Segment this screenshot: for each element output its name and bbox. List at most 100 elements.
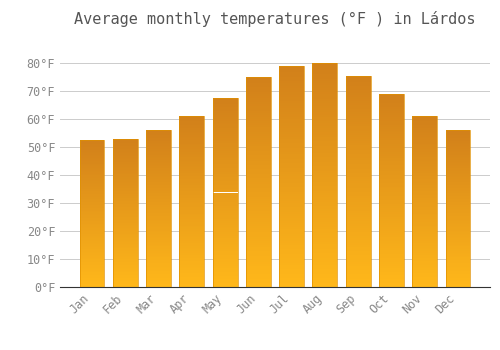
Bar (412, 212, 437, 214)
Bar (180, 273, 204, 275)
Bar (180, 282, 204, 284)
Bar (412, 215, 437, 217)
Bar (412, 118, 437, 120)
Bar (212, 279, 238, 281)
Bar (346, 213, 370, 215)
Bar (212, 226, 238, 229)
Bar (113, 199, 138, 201)
Bar (246, 83, 271, 85)
Bar (312, 186, 338, 188)
Bar (312, 101, 338, 103)
Bar (180, 171, 204, 173)
Bar (346, 228, 370, 230)
Bar (246, 153, 271, 155)
Bar (212, 132, 238, 134)
Bar (312, 81, 338, 83)
Bar (346, 107, 370, 110)
Bar (246, 172, 271, 174)
Bar (279, 210, 304, 212)
Bar (146, 198, 171, 199)
Bar (80, 203, 104, 205)
Bar (312, 244, 338, 247)
Bar (113, 170, 138, 171)
Bar (446, 260, 470, 262)
Bar (113, 274, 138, 275)
Bar (212, 215, 238, 217)
Bar (412, 145, 437, 147)
Bar (446, 267, 470, 268)
Bar (146, 130, 171, 287)
Bar (312, 211, 338, 213)
Bar (279, 269, 304, 272)
Bar (346, 105, 370, 107)
Bar (446, 196, 470, 198)
Bar (379, 229, 404, 231)
Bar (146, 265, 171, 267)
Bar (379, 146, 404, 148)
Bar (246, 228, 271, 230)
Bar (346, 169, 370, 171)
Bar (113, 225, 138, 226)
Bar (446, 248, 470, 249)
Bar (312, 278, 338, 280)
Bar (446, 264, 470, 265)
Bar (379, 160, 404, 161)
Bar (113, 176, 138, 177)
Bar (80, 194, 104, 196)
Bar (113, 143, 138, 145)
Bar (346, 122, 370, 124)
Bar (246, 121, 271, 123)
Bar (446, 224, 470, 226)
Bar (180, 166, 204, 167)
Bar (80, 199, 104, 200)
Bar (212, 281, 238, 283)
Bar (379, 125, 404, 127)
Bar (346, 249, 370, 251)
Bar (212, 174, 238, 175)
Bar (412, 176, 437, 178)
Bar (80, 141, 104, 143)
Bar (80, 214, 104, 215)
Bar (146, 138, 171, 140)
Bar (279, 143, 304, 146)
Bar (312, 83, 338, 85)
Bar (346, 139, 370, 141)
Bar (379, 119, 404, 121)
Bar (346, 90, 370, 92)
Bar (279, 238, 304, 240)
Bar (379, 279, 404, 281)
Bar (312, 74, 338, 76)
Bar (180, 263, 204, 265)
Bar (180, 227, 204, 229)
Bar (446, 226, 470, 228)
Bar (246, 262, 271, 264)
Bar (212, 247, 238, 249)
Bar (113, 233, 138, 235)
Bar (279, 110, 304, 112)
Bar (246, 81, 271, 83)
Bar (412, 284, 437, 285)
Bar (279, 136, 304, 139)
Bar (379, 208, 404, 210)
Bar (379, 111, 404, 113)
Bar (80, 231, 104, 233)
Bar (113, 213, 138, 214)
Bar (180, 173, 204, 174)
Bar (113, 183, 138, 184)
Bar (446, 251, 470, 252)
Bar (180, 207, 204, 209)
Bar (279, 70, 304, 72)
Bar (246, 117, 271, 119)
Bar (412, 232, 437, 234)
Bar (379, 193, 404, 194)
Bar (246, 79, 271, 81)
Bar (246, 157, 271, 159)
Bar (212, 177, 238, 179)
Bar (279, 156, 304, 159)
Bar (379, 150, 404, 152)
Bar (312, 146, 338, 148)
Bar (246, 125, 271, 127)
Bar (312, 126, 338, 128)
Bar (146, 144, 171, 146)
Bar (146, 171, 171, 173)
